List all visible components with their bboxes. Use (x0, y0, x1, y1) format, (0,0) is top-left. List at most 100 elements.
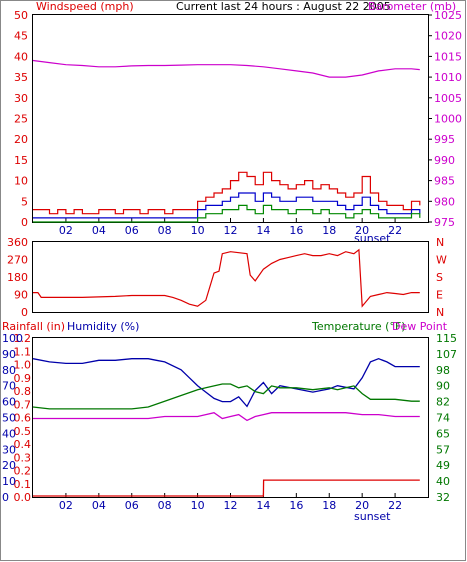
humidity-line (32, 358, 420, 408)
rain-tick-label: 0.4 (14, 438, 32, 451)
barometer-label: Barometer (mb) (368, 0, 456, 13)
wind-avg-line (33, 192, 421, 219)
wind-x-tick-label: 14 (256, 224, 270, 237)
rain-tick-label: 0.0 (14, 491, 32, 504)
dewpoint-line (33, 412, 420, 422)
rain-tick-label: 1.1 (14, 345, 32, 358)
barometer-tick-label: 1005 (434, 92, 462, 105)
barometer-tick-label: 995 (434, 133, 455, 146)
wind-x-tick-label: 04 (92, 224, 106, 237)
barometer-tick-label: 975 (434, 216, 455, 229)
barometer-tick-label: 1010 (434, 71, 462, 84)
wind-x-tick-label: 06 (125, 224, 139, 237)
barometer-line (32, 59, 420, 78)
temperature-tick-label: 49 (436, 459, 450, 472)
wind-x-tick-label: 10 (191, 224, 205, 237)
humidity-label: Humidity (%) (67, 320, 139, 333)
humidity-x-tick-label: 06 (125, 499, 139, 512)
windspeed-label: Windspeed (mph) (36, 0, 134, 13)
temperature-tick-label: 74 (436, 412, 450, 425)
humidity-tick-label: 50 (2, 412, 16, 425)
barometer-tick-label: 1015 (434, 50, 462, 63)
barometer-tick-label: 1025 (434, 9, 462, 22)
panel-humidity-frame (32, 337, 429, 498)
sunset-label-bottom: sunset (354, 510, 391, 523)
humidity-tick-label: 10 (2, 475, 16, 488)
wind-x-tick-label: 12 (224, 224, 238, 237)
rain-y-axis-ticks: 0.00.10.20.30.40.50.60.70.80.91.01.11.2 (14, 332, 32, 504)
chart-title: Current last 24 hours : August 22 2005 (176, 0, 391, 13)
wind-tick-label: 25 (14, 113, 28, 126)
wind-x-tick-label: 02 (59, 224, 73, 237)
compass-tick-label: N (436, 236, 444, 249)
temperature-tick-label: 57 (436, 443, 450, 456)
direction-tick-label: 0 (21, 306, 28, 319)
humidity-x-tick-label: 08 (158, 499, 172, 512)
humidity-tick-label: 40 (2, 427, 16, 440)
humidity-tick-label: 60 (2, 396, 16, 409)
sunset-label-top: sunset (354, 232, 391, 245)
compass-tick-label: S (436, 271, 443, 284)
barometer-tick-label: 1000 (434, 113, 462, 126)
wind-tick-label: 35 (14, 71, 28, 84)
humidity-x-tick-label: 22 (388, 499, 402, 512)
temperature-line (32, 383, 420, 410)
rain-tick-label: 1.0 (14, 359, 32, 372)
barometer-tick-label: 990 (434, 154, 455, 167)
wind-x-tick-label: 20 (355, 224, 369, 237)
temperature-tick-label: 82 (436, 396, 450, 409)
wind-tick-label: 0 (21, 216, 28, 229)
wind-x-axis-ticks: 02 04 06 08 10 12 14 16 18 20 22 (59, 218, 402, 237)
temperature-y-axis-ticks: 32 40 49 57 65 74 82 90 98 107 115 (436, 332, 457, 504)
barometer-tick-label: 980 (434, 195, 455, 208)
rain-tick-label: 0.9 (14, 372, 32, 385)
humidity-tick-label: 100 (2, 332, 23, 345)
wind-tick-label: 10 (14, 175, 28, 188)
humidity-tick-label: 0 (2, 491, 9, 504)
wind-gust-line (33, 171, 421, 215)
barometer-y-axis-ticks: 975 980 985 990 995 1000 1005 1010 1015 1020 1025 (428, 9, 462, 229)
rain-tick-label: 0.8 (14, 385, 32, 398)
wind-series-group (32, 59, 421, 223)
humidity-tick-label: 80 (2, 364, 16, 377)
humidity-x-tick-label: 14 (256, 499, 270, 512)
rain-tick-label: 0.3 (14, 451, 32, 464)
temperature-tick-label: 40 (436, 475, 450, 488)
direction-y-axis-ticks: 360 270 180 90 0 (7, 236, 28, 319)
wind-tick-label: 50 (14, 9, 28, 22)
humidity-y-axis-ticks: 0 10 20 30 40 50 60 70 80 90 100 (2, 332, 23, 504)
compass-tick-label: W (436, 254, 447, 267)
humidity-x-tick-label: 16 (289, 499, 303, 512)
temperature-tick-label: 32 (436, 491, 450, 504)
direction-tick-label: 360 (7, 236, 28, 249)
rain-tick-label: 0.1 (14, 478, 32, 491)
panel-direction-frame (32, 241, 429, 313)
dewpoint-label: Dew Point (392, 320, 448, 333)
temperature-tick-label: 65 (436, 427, 450, 440)
humidity-x-tick-label: 02 (59, 499, 73, 512)
humidity-x-tick-label: 10 (191, 499, 205, 512)
wind-tick-label: 15 (14, 154, 28, 167)
rainfall-line (33, 479, 420, 497)
humidity-x-tick-label: 04 (92, 499, 106, 512)
humidity-tick-label: 30 (2, 443, 16, 456)
wind-x-tick-label: 08 (158, 224, 172, 237)
wind-x-tick-label: 16 (289, 224, 303, 237)
humidity-x-tick-label: 18 (322, 499, 336, 512)
humidity-x-axis-ticks: 02 04 06 08 10 12 14 16 18 20 22 (59, 493, 402, 512)
temperature-tick-label: 107 (436, 348, 457, 361)
direction-tick-label: 180 (7, 271, 28, 284)
humidity-tick-label: 20 (2, 459, 16, 472)
temperature-tick-label: 115 (436, 332, 457, 345)
wind-low-line (33, 204, 421, 223)
wind-tick-label: 20 (14, 133, 28, 146)
compass-tick-label: E (436, 289, 443, 302)
rain-tick-label: 0.6 (14, 412, 32, 425)
direction-tick-label: 90 (14, 289, 28, 302)
wind-tick-label: 40 (14, 50, 28, 63)
wind-x-tick-label: 22 (388, 224, 402, 237)
barometer-tick-label: 985 (434, 175, 455, 188)
direction-series-group (33, 248, 420, 308)
